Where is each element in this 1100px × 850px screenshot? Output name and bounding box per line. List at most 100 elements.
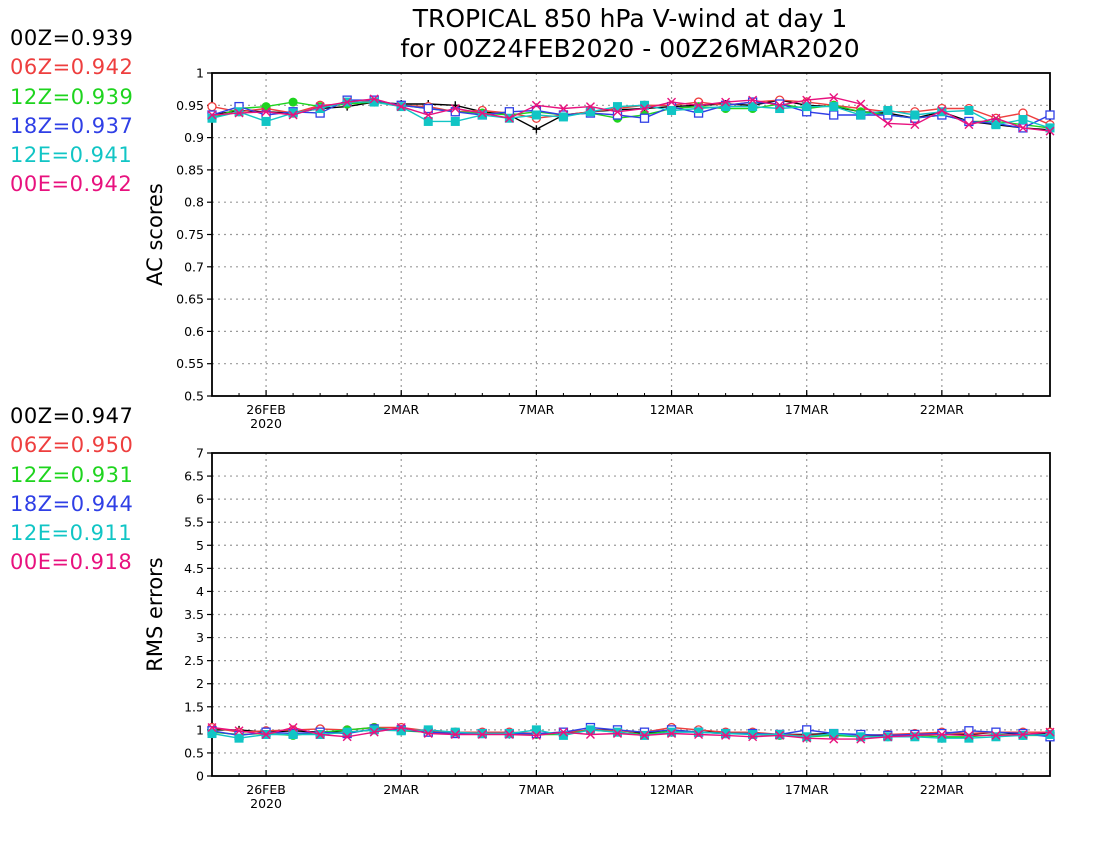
y-tick-label: 4 [196,584,204,599]
data-point [775,730,785,740]
data-point [558,104,568,114]
y-tick-label: 5.5 [184,515,204,530]
data-point [910,120,920,130]
y-tick-label: 0.65 [176,292,204,307]
legend-rms-errors: 00Z=0.947 06Z=0.950 12Z=0.931 18Z=0.944 … [10,402,133,578]
data-point [207,723,217,733]
data-point [910,732,920,742]
data-point [667,97,677,107]
legend-entry-12e: 12E=0.911 [10,521,133,546]
data-point [612,727,622,737]
data-point [991,120,1001,130]
data-point [856,99,866,109]
y-tick-label: 0.5 [184,389,204,404]
y-tick-label: 0.55 [176,356,204,371]
data-point [829,734,839,744]
y-tick-label: 6 [196,492,204,507]
data-point [991,113,1001,123]
x-tick-label: 26FEB [246,782,286,797]
data-point [423,110,433,120]
legend-entry-18z: 18Z=0.944 [10,491,134,516]
data-point [937,729,947,739]
x-tick-label: 22MAR [920,782,964,797]
data-point [802,733,812,743]
data-point [1045,727,1055,737]
data-point [910,110,920,120]
data-point [883,732,893,742]
y-axis-label: RMS errors [143,557,167,672]
legend-entry-06z: 06Z=0.950 [10,433,134,458]
y-tick-label: 1 [196,66,204,81]
data-point [1018,729,1028,739]
data-point [531,725,541,735]
data-point [261,729,271,739]
y-tick-label: 0.95 [176,98,204,113]
series-line [207,93,1055,136]
y-tick-label: 3.5 [184,607,204,622]
legend-entry-00z: 00Z=0.939 [10,26,134,50]
data-point [1018,115,1028,125]
data-point [369,94,379,104]
data-point [450,116,460,126]
x-tick-label: 7MAR [518,402,554,417]
x-tick-label: 17MAR [785,782,829,797]
data-point [585,107,595,117]
panel-ac-scores: 0.5 0.55 0.6 0.65 0.7 0.75 0.8 0.85 0.9 0.95 1 26FE… [143,66,1055,431]
data-point [532,125,541,134]
data-point [721,730,731,740]
legend-entry-18z: 18Z=0.937 [10,113,134,138]
data-point [883,118,893,128]
y-tick-label: 6.5 [184,469,204,484]
data-point [423,116,433,126]
y-tick-label: 0.8 [184,195,204,210]
data-point [694,727,704,737]
data-point [883,105,893,115]
data-point [829,102,839,112]
data-point [234,108,244,118]
y-tick-label: 0.5 [184,745,204,760]
data-point [802,102,812,112]
x-tick-label: 26FEB [246,402,286,417]
data-point [477,110,487,120]
y-tick-label: 2.5 [184,653,204,668]
series-line [207,723,1055,744]
data-point [910,730,920,740]
x-tick-label: 17MAR [785,402,829,417]
legend-entry-00z: 00Z=0.947 [10,404,134,428]
chart-subtitle: for 00Z24FEB2020 - 00Z26MAR2020 [400,34,859,63]
data-point [748,102,758,112]
y-tick-label: 7 [196,446,204,461]
data-point [667,727,677,737]
data-point [721,729,731,739]
y-tick-label: 2 [196,676,204,691]
data-point [234,726,244,736]
data-point [477,729,487,739]
data-point [775,100,785,110]
data-point [450,729,460,739]
data-point [829,729,839,739]
x-tick-label: 2MAR [383,402,419,417]
plot-frame [211,72,1051,397]
data-point [369,725,379,735]
data-point [937,105,947,115]
data-point [964,120,974,130]
legend-entry-12e: 12E=0.941 [10,143,133,168]
data-point [234,107,244,117]
data-point [640,730,650,740]
data-point [991,732,1001,742]
y-tick-label: 0.75 [176,227,204,242]
x-tick-label: 22MAR [920,402,964,417]
data-point [558,112,568,122]
data-point [585,729,595,739]
data-point [288,110,298,120]
data-point [1045,729,1055,739]
legend-entry-06z: 06Z=0.942 [10,55,134,80]
y-tick-label: 0 [196,769,204,784]
legend-entry-00e: 00E=0.942 [10,172,133,197]
data-point [261,107,271,117]
series-line [208,96,1054,134]
data-point [964,730,974,740]
data-point [639,113,650,123]
x-tick-label: 7MAR [518,782,554,797]
data-point [288,729,298,739]
